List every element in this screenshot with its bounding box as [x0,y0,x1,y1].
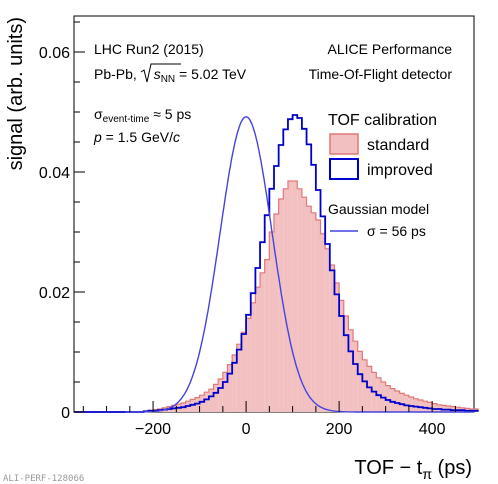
bar-standard-62 [362,359,368,412]
tof-detector-label: Time-Of-Flight detector [309,66,453,82]
x-tick-label: −200 [135,421,171,438]
bar-standard-73 [413,398,419,412]
bar-standard-51 [311,212,316,412]
bar-standard-63 [367,366,372,412]
alice-performance-label: ALICE Performance [328,41,453,57]
bar-standard-59 [348,329,354,412]
bar-standard-39 [255,287,261,412]
y-tick-label: 0.06 [39,45,70,62]
bar-standard-52 [315,220,321,412]
bar-standard-49 [301,197,307,412]
y-tick-label: 0.02 [39,285,70,302]
bar-standard-56 [334,283,340,412]
bar-standard-28 [204,392,209,412]
bar-standard-81 [450,406,456,412]
x-tick-label: 200 [326,421,353,438]
bar-standard-48 [297,188,302,412]
legend-entry-model: σ = 56 ps [367,223,426,239]
bar-standard-44 [278,199,284,412]
bar-standard-41 [264,259,270,412]
y-axis: 0 0.02 0.04 0.06 [39,21,85,422]
gaussian-curve [125,116,474,413]
bar-standard-30 [213,384,219,412]
bar-standard-61 [357,351,363,412]
collision-label: Pb-Pb, sNN = 5.02 TeV [94,63,247,85]
bar-standard-53 [320,233,326,412]
event-time-label: σevent-time ≈ 5 ps [94,106,191,125]
bar-standard-47 [292,181,298,412]
watermark: ALI-PERF-128066 [3,474,84,484]
momentum-label: p = 1.5 GeV/c [93,129,180,145]
bar-standard-72 [408,397,414,412]
bar-standard-42 [269,232,274,412]
bar-standard-38 [250,302,256,412]
bar-standard-67 [385,385,391,412]
legend: TOF calibration standard improved Gaussi… [328,112,437,239]
bar-standard-58 [343,316,349,412]
legend-model-title: Gaussian model [328,201,429,217]
bar-standard-43 [274,214,279,412]
bar-standard-76 [427,402,433,412]
bar-standard-27 [199,395,205,412]
x-axis: −200 0 200 400 [82,401,456,438]
svg-text:Pb-Pb, sNN = 5.02 TeV: Pb-Pb, sNN = 5.02 TeV [94,66,247,85]
bar-standard-25 [190,399,195,412]
bar-standard-77 [432,403,437,412]
bar-standard-68 [390,388,395,412]
x-tick-label: 0 [242,421,251,438]
y-tick-label: 0.04 [39,165,70,182]
bar-standard-40 [260,272,265,412]
bar-standard-74 [418,400,423,412]
legend-entry-improved: improved [367,162,433,179]
bar-standard-45 [283,188,288,412]
gaussian-model [125,116,474,413]
sqrt-sign [140,63,181,83]
bar-standard-75 [422,401,428,412]
outline-standard [74,180,479,413]
run-label: LHC Run2 (2015) [94,41,204,57]
bar-standard-32 [222,372,228,412]
bar-standard-31 [218,379,223,412]
bar-standard-54 [325,248,330,412]
bar-standard-70 [399,393,405,412]
y-tick-label: 0 [61,405,70,422]
bar-standard-33 [227,364,233,412]
bar-standard-57 [339,300,344,412]
bar-standard-71 [404,395,409,412]
bar-standard-29 [208,389,214,412]
x-axis-label: TOF − tπ (ps) [354,457,472,482]
bar-standard-69 [394,391,400,412]
legend-swatch-improved [329,158,359,180]
bar-standard-60 [353,341,358,412]
bar-standard-35 [236,344,242,412]
y-axis-label: signal (arb. units) [5,17,27,170]
legend-swatch-standard [329,133,359,155]
bar-standard-55 [329,265,335,412]
bar-standard-34 [232,355,237,412]
bar-standard-46 [287,181,293,412]
bar-standard-37 [246,318,251,412]
x-tick-label: 400 [419,421,446,438]
bar-standard-26 [194,397,200,412]
legend-entry-standard: standard [367,137,429,154]
bar-standard-50 [306,206,312,412]
bar-standard-36 [241,332,247,412]
legend-title: TOF calibration [328,112,437,129]
